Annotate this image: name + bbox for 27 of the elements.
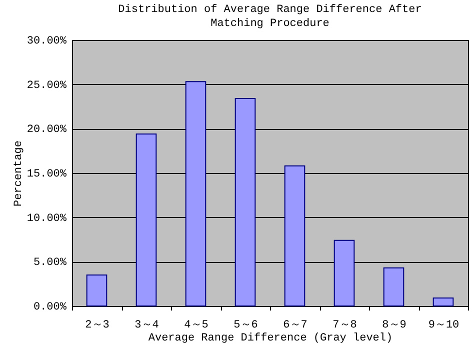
bar xyxy=(334,240,355,306)
bar xyxy=(86,274,108,306)
bar xyxy=(185,81,206,306)
x-tick-label: 2～3 xyxy=(85,320,110,332)
y-tick-label: 10.00% xyxy=(26,212,67,225)
x-tick-label: 8～9 xyxy=(382,320,406,332)
y-tick-label: 20.00% xyxy=(26,124,67,136)
bar xyxy=(284,165,306,306)
bar xyxy=(136,133,157,306)
y-axis-title: Percentage xyxy=(12,140,25,207)
x-tick-label: 3～4 xyxy=(134,320,160,332)
y-tick-label: 5.00% xyxy=(33,257,67,270)
y-tick-label: 0.00% xyxy=(33,302,67,314)
x-tick-label: 5～6 xyxy=(234,320,258,332)
y-tick-label: 30.00% xyxy=(26,36,67,48)
y-tick-label: 15.00% xyxy=(26,168,67,180)
x-tick-label: 9～10 xyxy=(428,320,460,332)
bar xyxy=(383,267,404,306)
x-tick-label: 4～5 xyxy=(184,320,208,332)
text: Distribution of Average Range Difference After xyxy=(118,4,422,16)
bar xyxy=(234,98,256,306)
x-tick-label: 7～8 xyxy=(332,320,357,332)
x-axis-title: Average Range Difference (Gray level) xyxy=(148,332,393,344)
y-tick-label: 25.00% xyxy=(26,80,67,92)
x-tick-label: 6～7 xyxy=(283,320,308,332)
text: Matching Procedure xyxy=(210,18,330,30)
bar xyxy=(432,298,454,306)
